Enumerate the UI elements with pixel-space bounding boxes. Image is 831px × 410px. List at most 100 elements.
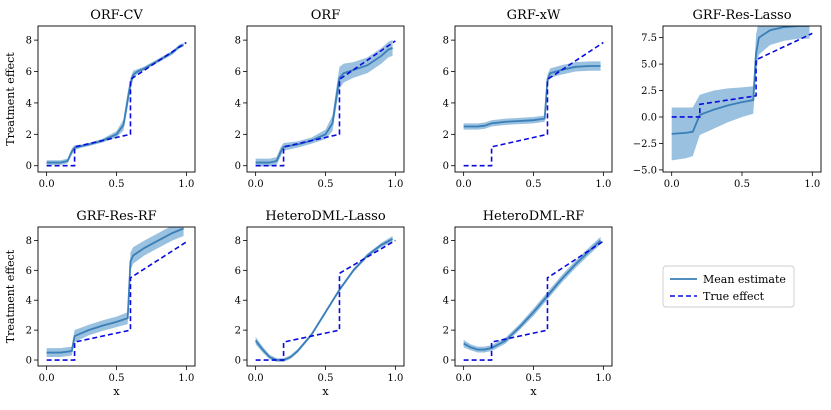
x-tick-label: 0.5 <box>109 373 125 384</box>
confidence-band <box>46 227 184 358</box>
chart-panel-2: 0.0 0.5 1.0 0 2 4 6 8 ORF <box>235 8 405 190</box>
confidence-band <box>255 235 393 362</box>
y-tick-label: 4 <box>443 98 449 109</box>
y-tick-label: 0 <box>26 161 32 172</box>
y-tick-label: 2.5 <box>641 86 657 97</box>
true-effect-line <box>671 32 813 118</box>
y-tick-label: 6 <box>26 266 32 277</box>
axes-frame <box>37 25 196 173</box>
true-effect-line <box>255 40 396 167</box>
x-axis-label: x <box>530 385 537 398</box>
y-tick-label: 0 <box>235 161 241 172</box>
x-tick-label: 0.0 <box>456 179 472 190</box>
chart-title: GRF-Res-RF <box>76 209 156 224</box>
confidence-band <box>671 26 810 161</box>
x-axis-label: x <box>113 385 120 398</box>
y-tick-label: 4 <box>235 296 241 307</box>
y-tick-label: 0.0 <box>641 112 657 123</box>
legend-true-label: True effect <box>703 290 765 303</box>
y-tick-label: 8 <box>443 236 449 247</box>
y-tick-label: 2 <box>443 130 449 141</box>
x-tick-label: 0.0 <box>248 179 264 190</box>
y-tick-label: 8 <box>235 36 241 47</box>
legend: Mean estimate True effect <box>662 265 795 308</box>
true-effect-line <box>46 241 187 361</box>
chart-title: GRF-xW <box>507 8 561 23</box>
chart-panel-3: 0.0 0.5 1.0 0 2 4 6 8 GRF-xW <box>443 8 613 190</box>
y-tick-label: 6 <box>235 266 241 277</box>
chart-title: HeteroDML-RF <box>483 209 585 224</box>
y-tick-label: 4 <box>26 98 32 109</box>
chart-title: ORF <box>311 8 340 23</box>
mean-estimate-line <box>254 238 393 361</box>
x-tick-label: 0.5 <box>734 179 750 190</box>
y-tick-label: 2 <box>443 326 449 337</box>
true-effect-line <box>46 41 187 167</box>
y-tick-label: 6 <box>26 67 32 78</box>
mean-estimate-line <box>671 26 810 135</box>
x-tick-label: 0.5 <box>109 179 125 190</box>
x-tick-label: 1.0 <box>178 373 194 384</box>
chart-title: ORF-CV <box>90 8 143 23</box>
axes-frame <box>454 226 613 367</box>
y-tick-label: 4 <box>443 296 449 307</box>
confidence-band <box>46 42 184 165</box>
y-tick-label: −2.5 <box>633 139 657 150</box>
y-tick-label: 6 <box>235 67 241 78</box>
y-axis-label: Treatment effect <box>4 52 17 146</box>
true-effect-line <box>463 41 604 167</box>
x-tick-label: 0.0 <box>456 373 472 384</box>
chart-panel-5: 0.0 0.5 1.0 0 2 4 6 8 GRF-Res-RF x Treatment effec… <box>4 209 196 398</box>
axes-frame <box>246 25 405 173</box>
x-tick-label: 1.0 <box>387 373 403 384</box>
y-tick-label: 7.5 <box>641 33 657 44</box>
true-effect-line <box>255 239 396 361</box>
y-tick-label: 0 <box>235 356 241 367</box>
x-tick-label: 0.5 <box>526 373 542 384</box>
confidence-band <box>255 40 393 167</box>
x-tick-label: 0.0 <box>39 373 55 384</box>
y-tick-label: 0 <box>443 161 449 172</box>
true-effect-line <box>463 240 604 361</box>
legend-mean-label: Mean estimate <box>703 273 786 286</box>
y-tick-label: 6 <box>443 67 449 78</box>
x-tick-label: 1.0 <box>595 373 611 384</box>
mean-estimate-line <box>463 65 601 128</box>
x-tick-label: 0.0 <box>39 179 55 190</box>
x-tick-label: 1.0 <box>595 179 611 190</box>
chart-panel-7: 0.0 0.5 1.0 0 2 4 6 8 HeteroDML-RF x <box>443 209 613 398</box>
y-tick-label: 8 <box>235 236 241 247</box>
y-tick-label: 2 <box>235 326 241 337</box>
chart-title: GRF-Res-Lasso <box>692 8 791 23</box>
x-tick-label: 0.5 <box>318 179 334 190</box>
y-tick-label: 0 <box>26 356 32 367</box>
axes-frame <box>454 25 613 173</box>
y-tick-label: 2 <box>235 130 241 141</box>
chart-panel-6: 0.0 0.5 1.0 0 2 4 6 8 HeteroDML-Lasso x <box>235 209 405 398</box>
y-axis-label: Treatment effect <box>4 249 17 343</box>
y-tick-label: −5.0 <box>633 165 657 176</box>
y-tick-label: 4 <box>26 296 32 307</box>
y-tick-label: 8 <box>26 236 32 247</box>
x-tick-label: 1.0 <box>387 179 403 190</box>
y-tick-label: 8 <box>26 36 32 47</box>
x-tick-label: 1.0 <box>178 179 194 190</box>
chart-panel-1: 0.0 0.5 1.0 0 2 4 6 8 ORF-CV Treatment effect <box>4 8 196 190</box>
mean-estimate-line <box>46 227 184 354</box>
y-tick-label: 2 <box>26 130 32 141</box>
x-tick-label: 0.0 <box>248 373 264 384</box>
y-tick-label: 5.0 <box>641 60 657 71</box>
x-tick-label: 0.5 <box>318 373 334 384</box>
mean-estimate-line <box>46 43 184 164</box>
mean-estimate-line <box>255 47 393 164</box>
y-tick-label: 4 <box>235 98 241 109</box>
confidence-band <box>463 236 601 353</box>
y-tick-label: 6 <box>443 266 449 277</box>
y-tick-label: 2 <box>26 326 32 337</box>
mean-estimate-line <box>463 239 602 351</box>
x-tick-label: 0.5 <box>526 179 542 190</box>
y-tick-label: 8 <box>443 36 449 47</box>
x-tick-label: 0.0 <box>664 179 680 190</box>
y-tick-label: 0 <box>443 356 449 367</box>
